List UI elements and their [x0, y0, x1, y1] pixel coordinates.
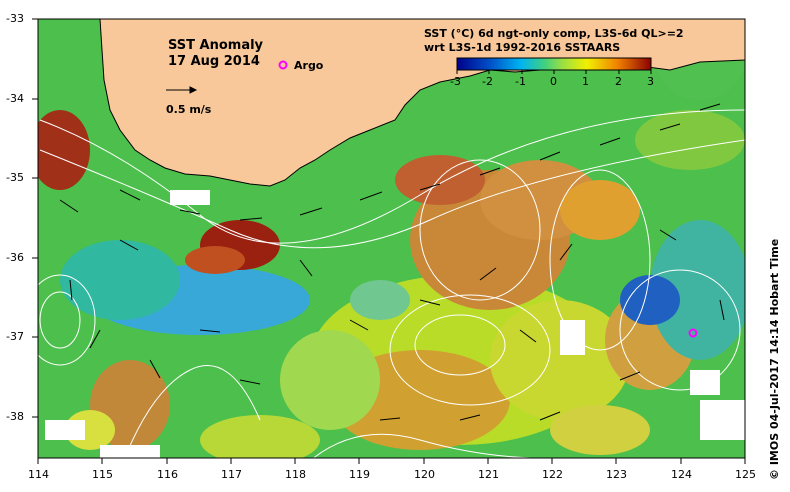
- y-tick-label: -36: [6, 251, 24, 264]
- reference-description: wrt L3S-1d 1992-2016 SSTAARS: [424, 41, 621, 54]
- x-tick-label: 124: [671, 468, 692, 481]
- colorbar-tick-label: -2: [482, 75, 493, 88]
- x-tick-label: 114: [28, 468, 49, 481]
- colorbar-tick-label: 1: [582, 75, 589, 88]
- velocity-scale-arrow: [166, 86, 198, 94]
- map-title: SST Anomaly: [168, 38, 264, 53]
- y-tick-label: -37: [6, 330, 24, 343]
- argo-float-marker: [688, 328, 698, 338]
- argo-legend-marker: [278, 60, 288, 70]
- plot-frame: [37, 18, 746, 459]
- colorbar-ticks: [456, 70, 652, 74]
- tick-marks: [32, 18, 746, 464]
- y-tick-label: -38: [6, 410, 24, 423]
- x-tick-label: 123: [606, 468, 627, 481]
- velocity-scale-label: 0.5 m/s: [166, 103, 212, 116]
- y-tick-label: -33: [6, 12, 24, 25]
- y-tick-label: -34: [6, 92, 24, 105]
- credit-line: © IMOS 04-Jul-2017 14:14 Hobart Time: [768, 238, 781, 480]
- x-tick-label: 122: [542, 468, 563, 481]
- x-tick-label: 117: [221, 468, 242, 481]
- colorbar-tick-label: -3: [450, 75, 461, 88]
- x-tick-label: 119: [349, 468, 370, 481]
- colorbar-tick-label: 0: [550, 75, 557, 88]
- colorbar-tick-label: 3: [647, 75, 654, 88]
- colorbar: [456, 57, 652, 71]
- x-tick-label: 115: [92, 468, 113, 481]
- map-date: 17 Aug 2014: [168, 54, 260, 69]
- colorbar-tick-label: -1: [515, 75, 526, 88]
- x-tick-label: 125: [735, 468, 756, 481]
- x-tick-label: 121: [478, 468, 499, 481]
- argo-label: Argo: [294, 59, 324, 72]
- colorbar-tick-label: 2: [615, 75, 622, 88]
- x-tick-label: 118: [285, 468, 306, 481]
- contour-lines: [38, 109, 745, 458]
- product-description: SST (°C) 6d ngt-only comp, L3S-6d QL>=2: [424, 27, 684, 40]
- current-vectors: [59, 103, 725, 421]
- x-tick-label: 120: [414, 468, 435, 481]
- y-tick-label: -35: [6, 171, 24, 184]
- x-tick-label: 116: [157, 468, 178, 481]
